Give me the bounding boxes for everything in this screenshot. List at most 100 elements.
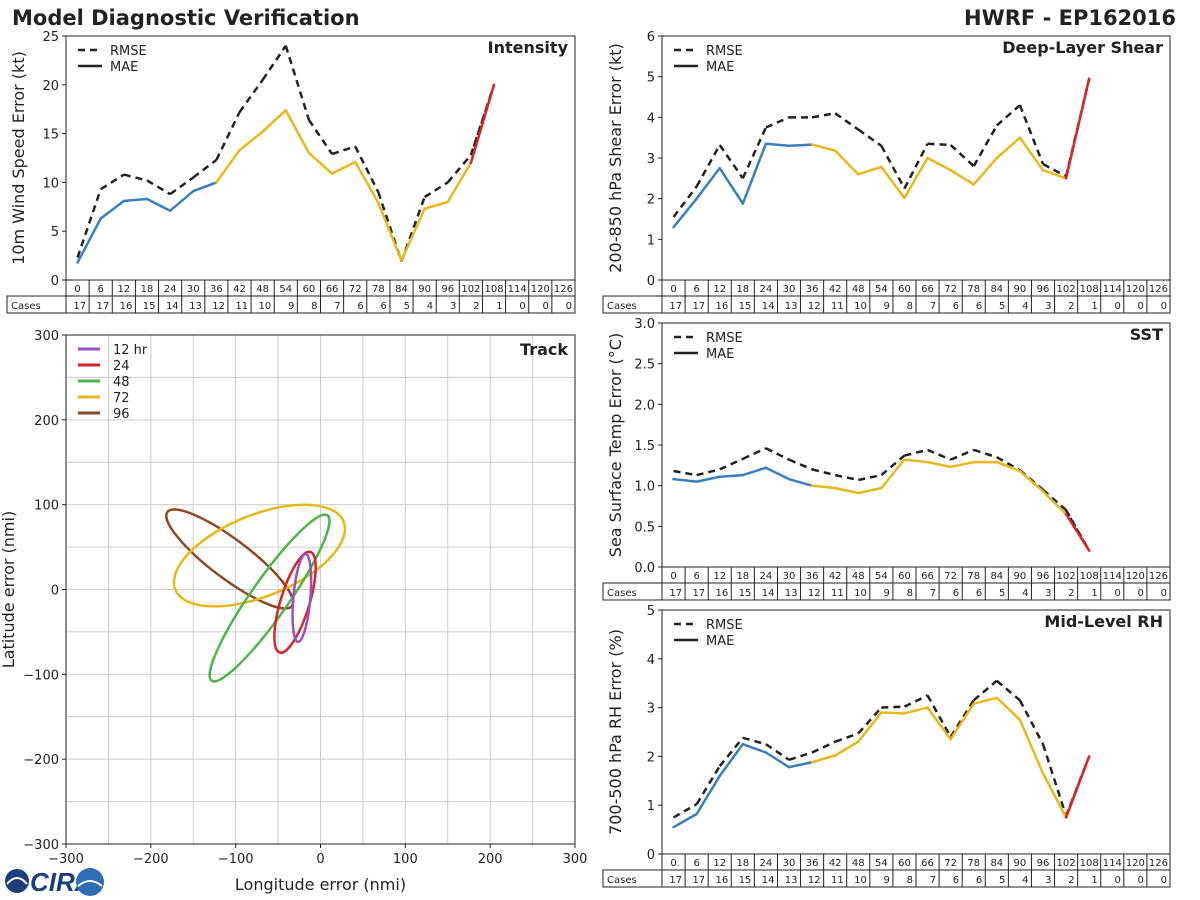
- rmse-segment: [741, 126, 768, 179]
- table-cases-cell: 1: [1091, 875, 1097, 886]
- mae-segment: [810, 143, 837, 152]
- mae-segment: [880, 165, 906, 200]
- y-tick-label: 3: [647, 702, 655, 717]
- table-cases-cell: 3: [1045, 875, 1051, 886]
- mae-series: [672, 77, 1091, 229]
- rmse-segment: [719, 457, 744, 471]
- track-ellipse-yellow: [172, 503, 347, 608]
- table-hour-cell: 0: [670, 284, 676, 295]
- table-hour-cell: 90: [1014, 858, 1027, 869]
- panel-title: Track: [520, 340, 568, 359]
- rmse-segment: [718, 144, 744, 180]
- rmse-segment: [927, 448, 952, 461]
- mae-segment: [377, 201, 403, 262]
- y-tick-label: 200: [34, 414, 59, 429]
- table-hour-cell: 54: [279, 284, 292, 295]
- table-hour-cell: 48: [256, 284, 269, 295]
- table-hour-cell: 96: [1037, 284, 1050, 295]
- rmse-segment: [331, 145, 356, 156]
- table-hour-cell: 66: [326, 284, 339, 295]
- rmse-segment: [765, 447, 790, 461]
- rmse-segment: [1041, 743, 1068, 817]
- rmse-segment: [742, 447, 767, 460]
- y-tick-label: 0: [647, 274, 655, 289]
- mae-segment: [741, 466, 768, 477]
- table-hour-cell: 24: [760, 284, 773, 295]
- rmse-segment: [834, 473, 859, 482]
- mae-segment: [857, 711, 883, 744]
- table-hour-cell: 72: [944, 284, 957, 295]
- table-cases-cell: 10: [854, 301, 867, 312]
- rmse-segment: [903, 694, 929, 708]
- table-hour-cell: 36: [806, 284, 819, 295]
- rmse-segment: [950, 448, 975, 461]
- table-cases-cell: 8: [907, 588, 913, 599]
- mae-segment: [857, 486, 883, 495]
- table-cases-cell: 3: [1045, 588, 1051, 599]
- y-tick-label: 5: [51, 225, 59, 240]
- table-cases-cell: 0: [1138, 875, 1144, 886]
- rmse-segment: [695, 144, 721, 188]
- cira-logo: CIRA: [5, 867, 104, 897]
- table-cases-cell: 10: [258, 301, 271, 312]
- table-cases-cell: 2: [473, 301, 479, 312]
- table-cases-cell: 5: [999, 588, 1005, 599]
- y-tick-label: 2: [647, 750, 655, 765]
- y-axis-label: 700-500 hPa RH Error (%): [606, 629, 625, 835]
- rmse-segment: [834, 112, 859, 131]
- rmse-segment: [215, 111, 241, 161]
- table-cases-cell: 9: [884, 588, 890, 599]
- table-hour-cell: 90: [1014, 284, 1027, 295]
- mae-segment: [672, 477, 698, 483]
- mae-segment: [168, 189, 195, 212]
- x-tick-label: 0: [316, 852, 324, 867]
- table-hour-cell: 42: [829, 284, 842, 295]
- figure-storm-id: HWRF - EP162016: [964, 6, 1176, 30]
- table-cases-cell: 6: [976, 588, 982, 599]
- table-hour-cell: 24: [760, 858, 773, 869]
- table-hour-cell: 48: [852, 571, 865, 582]
- legend-label: RMSE: [706, 331, 743, 346]
- rmse-segment: [857, 128, 883, 147]
- table-hour-cell: 66: [921, 284, 934, 295]
- table-cases-cell: 6: [953, 588, 959, 599]
- mae-segment: [764, 751, 791, 769]
- mae-segment: [880, 458, 906, 490]
- track-ellipse-purple: [291, 552, 313, 644]
- table-hour-cell: 96: [1037, 571, 1050, 582]
- rmse-segment: [1042, 488, 1067, 512]
- table-cases-cell: 17: [73, 301, 86, 312]
- table-hour-cell: 84: [990, 284, 1003, 295]
- mae-segment: [192, 181, 218, 193]
- y-tick-label: 10: [42, 176, 59, 191]
- rmse-segment: [880, 145, 906, 190]
- x-tick-label: −200: [133, 852, 169, 867]
- table-hour-cell: 6: [693, 284, 699, 295]
- mae-segment: [1041, 168, 1068, 180]
- mae-segment: [787, 143, 814, 148]
- legend-label: 96: [113, 407, 130, 422]
- table-cases-cell: 14: [166, 301, 179, 312]
- table-hour-cell: 90: [418, 284, 431, 295]
- cases-label-cell: [6, 295, 67, 314]
- y-tick-label: 1.0: [634, 480, 655, 495]
- panel-title: Intensity: [488, 38, 569, 57]
- legend-label: MAE: [706, 347, 734, 362]
- plot-frame: [661, 322, 1171, 568]
- table-hour-cell: 90: [1014, 571, 1027, 582]
- table-hour-cell: 102: [1057, 858, 1076, 869]
- table-hour-cell: 54: [875, 284, 888, 295]
- rmse-series: [76, 45, 496, 262]
- cases-table: 0176171216181524143013361242114810549608…: [602, 279, 1171, 314]
- mae-segment: [718, 473, 745, 478]
- mae-segment: [423, 200, 449, 211]
- rmse-segment: [903, 143, 929, 190]
- table-cases-cell: 5: [999, 875, 1005, 886]
- rmse-segment: [996, 456, 1021, 472]
- table-cases-cell: 16: [716, 875, 729, 886]
- y-tick-label: 15: [42, 128, 59, 143]
- rmse-segment: [123, 173, 148, 182]
- y-tick-label: 3.0: [634, 317, 655, 332]
- mae-series: [672, 458, 1091, 552]
